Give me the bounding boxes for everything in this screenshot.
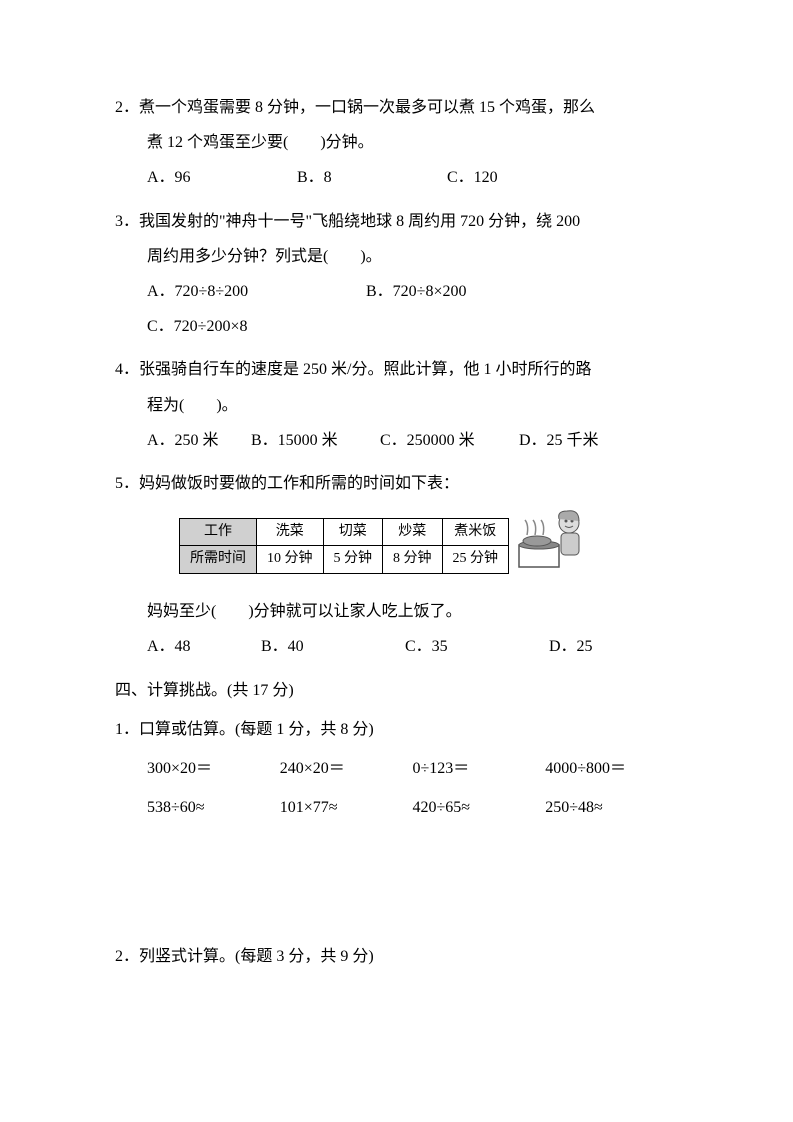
td-t1: 10 分钟 xyxy=(257,546,324,573)
q5-opt-a: A．48 xyxy=(147,629,257,664)
calc-1c: 0÷123＝ xyxy=(413,751,546,786)
q3-opt-b: B．720÷8×200 xyxy=(366,274,526,309)
q3-options: A．720÷8÷200 B．720÷8×200 C．720÷200×8 xyxy=(115,274,678,344)
q2-text1: 煮一个鸡蛋需要 8 分钟，一口锅一次最多可以煮 15 个鸡蛋，那么 xyxy=(139,99,595,116)
q5-opt-c: C．35 xyxy=(405,629,545,664)
q5-line2: 妈妈至少( )分钟就可以让家人吃上饭了。 xyxy=(115,594,678,629)
cooking-illustration-icon xyxy=(517,505,589,586)
q5-table-wrap: 工作 洗菜 切菜 炒菜 煮米饭 所需时间 10 分钟 5 分钟 8 分钟 25 … xyxy=(115,505,678,586)
q5-line1: 5．妈妈做饭时要做的工作和所需的时间如下表： xyxy=(115,466,678,501)
q2-opt-a: A．96 xyxy=(147,160,257,195)
td-wash: 洗菜 xyxy=(257,518,324,545)
td-t4: 25 分钟 xyxy=(442,546,509,573)
calc-row-2: 538÷60≈ 101×77≈ 420÷65≈ 250÷48≈ xyxy=(115,790,678,825)
calc-2b: 101×77≈ xyxy=(280,790,413,825)
q4-opt-c: C．250000 米 xyxy=(380,423,515,458)
q3-num: 3． xyxy=(115,213,139,230)
td-rice: 煮米饭 xyxy=(442,518,509,545)
q2-line2: 煮 12 个鸡蛋至少要( )分钟。 xyxy=(115,125,678,160)
q4-opt-a: A．250 米 xyxy=(147,423,247,458)
table-row: 所需时间 10 分钟 5 分钟 8 分钟 25 分钟 xyxy=(180,546,509,573)
q5-table: 工作 洗菜 切菜 炒菜 煮米饭 所需时间 10 分钟 5 分钟 8 分钟 25 … xyxy=(179,518,509,574)
q3-line2: 周约用多少分钟？列式是( )。 xyxy=(115,239,678,274)
th-work: 工作 xyxy=(180,518,257,545)
q3-opt-c: C．720÷200×8 xyxy=(147,309,247,344)
calc-1b: 240×20＝ xyxy=(280,751,413,786)
sub1-title: 1．口算或估算。(每题 1 分，共 8 分) xyxy=(115,712,678,747)
calc-2a: 538÷60≈ xyxy=(147,790,280,825)
q5-opt-b: B．40 xyxy=(261,629,401,664)
q5-text1: 妈妈做饭时要做的工作和所需的时间如下表： xyxy=(139,475,459,492)
calc-row-1: 300×20＝ 240×20＝ 0÷123＝ 4000÷800＝ xyxy=(115,751,678,786)
q4-opt-b: B．15000 米 xyxy=(251,423,376,458)
question-2: 2．煮一个鸡蛋需要 8 分钟，一口锅一次最多可以煮 15 个鸡蛋，那么 煮 12… xyxy=(115,90,678,196)
calc-1d: 4000÷800＝ xyxy=(545,751,678,786)
question-4: 4．张强骑自行车的速度是 250 米/分。照此计算，他 1 小时所行的路 程为(… xyxy=(115,352,678,458)
calc-2c: 420÷65≈ xyxy=(413,790,546,825)
q3-text1: 我国发射的"神舟十一号"飞船绕地球 8 周约用 720 分钟，绕 200 xyxy=(139,213,580,230)
td-t3: 8 分钟 xyxy=(383,546,443,573)
td-cut: 切菜 xyxy=(323,518,383,545)
q4-num: 4． xyxy=(115,361,139,378)
table-row: 工作 洗菜 切菜 炒菜 煮米饭 xyxy=(180,518,509,545)
q2-options: A．96 B．8 C．120 xyxy=(115,160,678,195)
q2-line1: 2．煮一个鸡蛋需要 8 分钟，一口锅一次最多可以煮 15 个鸡蛋，那么 xyxy=(115,90,678,125)
question-5: 5．妈妈做饭时要做的工作和所需的时间如下表： 工作 洗菜 切菜 炒菜 煮米饭 所… xyxy=(115,466,678,665)
q2-opt-b: B．8 xyxy=(297,160,407,195)
calc-1a: 300×20＝ xyxy=(147,751,280,786)
q2-opt-c: C．120 xyxy=(447,160,498,195)
sub2-title: 2．列竖式计算。(每题 3 分，共 9 分) xyxy=(115,939,678,974)
q5-opt-d: D．25 xyxy=(549,629,593,664)
q4-text1: 张强骑自行车的速度是 250 米/分。照此计算，他 1 小时所行的路 xyxy=(139,361,591,378)
q3-opt-a: A．720÷8÷200 xyxy=(147,274,322,309)
calc-2d: 250÷48≈ xyxy=(545,790,678,825)
td-t2: 5 分钟 xyxy=(323,546,383,573)
q5-num: 5． xyxy=(115,475,139,492)
blank-space xyxy=(115,829,678,939)
q2-num: 2． xyxy=(115,99,139,116)
section-4-title: 四、计算挑战。(共 17 分) xyxy=(115,673,678,708)
th-time: 所需时间 xyxy=(180,546,257,573)
q4-line2: 程为( )。 xyxy=(115,388,678,423)
q3-line1: 3．我国发射的"神舟十一号"飞船绕地球 8 周约用 720 分钟，绕 200 xyxy=(115,204,678,239)
q4-options: A．250 米 B．15000 米 C．250000 米 D．25 千米 xyxy=(115,423,678,458)
q5-options: A．48 B．40 C．35 D．25 xyxy=(115,629,678,664)
q4-line1: 4．张强骑自行车的速度是 250 米/分。照此计算，他 1 小时所行的路 xyxy=(115,352,678,387)
question-3: 3．我国发射的"神舟十一号"飞船绕地球 8 周约用 720 分钟，绕 200 周… xyxy=(115,204,678,345)
td-fry: 炒菜 xyxy=(383,518,443,545)
q4-opt-d: D．25 千米 xyxy=(519,423,599,458)
